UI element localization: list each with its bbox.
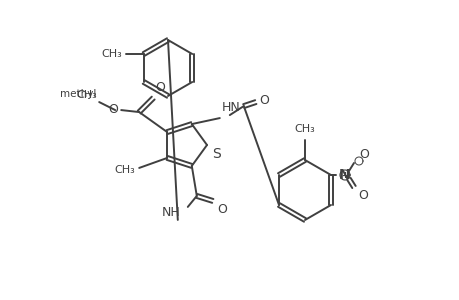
Text: O: O [155, 81, 165, 94]
Text: CH₃: CH₃ [76, 90, 97, 100]
Text: O: O [358, 148, 368, 161]
Text: N: N [338, 168, 350, 182]
Text: O: O [357, 189, 367, 202]
Text: O: O [108, 103, 118, 116]
Text: CH₃: CH₃ [101, 49, 122, 59]
Text: NH: NH [162, 206, 180, 219]
Text: O: O [258, 94, 268, 106]
Text: CH₃: CH₃ [294, 124, 315, 134]
Text: CH₃: CH₃ [114, 165, 135, 175]
Text: methyl: methyl [60, 89, 96, 99]
Text: HN: HN [221, 101, 240, 114]
Text: +: + [341, 170, 348, 179]
Text: S: S [212, 147, 220, 161]
Text: O: O [216, 203, 226, 216]
